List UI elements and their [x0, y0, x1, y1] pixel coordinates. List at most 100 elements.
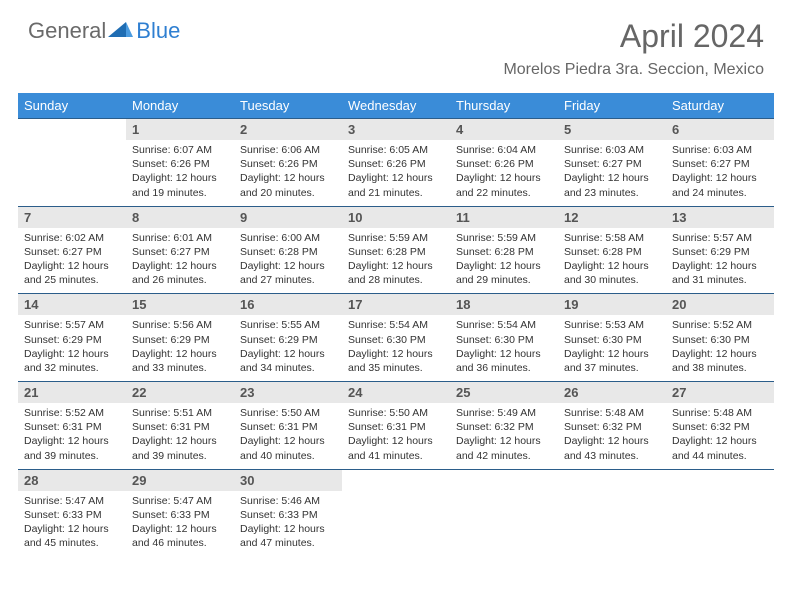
calendar-cell: 11Sunrise: 5:59 AMSunset: 6:28 PMDayligh…: [450, 206, 558, 294]
day-number: [18, 119, 126, 140]
day-body: Sunrise: 5:48 AMSunset: 6:32 PMDaylight:…: [666, 403, 774, 469]
calendar-row: 28Sunrise: 5:47 AMSunset: 6:33 PMDayligh…: [18, 469, 774, 556]
calendar-cell: 25Sunrise: 5:49 AMSunset: 6:32 PMDayligh…: [450, 382, 558, 470]
weekday-header: Monday: [126, 93, 234, 119]
day-number: 22: [126, 382, 234, 403]
day-number: 28: [18, 470, 126, 491]
day-body: Sunrise: 5:59 AMSunset: 6:28 PMDaylight:…: [342, 228, 450, 294]
day-body: Sunrise: 6:06 AMSunset: 6:26 PMDaylight:…: [234, 140, 342, 206]
day-number: 4: [450, 119, 558, 140]
calendar-cell: 3Sunrise: 6:05 AMSunset: 6:26 PMDaylight…: [342, 119, 450, 207]
day-number: [450, 470, 558, 491]
calendar-row: 1Sunrise: 6:07 AMSunset: 6:26 PMDaylight…: [18, 119, 774, 207]
day-body: Sunrise: 6:03 AMSunset: 6:27 PMDaylight:…: [666, 140, 774, 206]
calendar-cell: 18Sunrise: 5:54 AMSunset: 6:30 PMDayligh…: [450, 294, 558, 382]
calendar-row: 7Sunrise: 6:02 AMSunset: 6:27 PMDaylight…: [18, 206, 774, 294]
day-number: 6: [666, 119, 774, 140]
calendar-cell: 21Sunrise: 5:52 AMSunset: 6:31 PMDayligh…: [18, 382, 126, 470]
logo: General Blue: [28, 18, 180, 44]
weekday-header: Thursday: [450, 93, 558, 119]
day-number: 10: [342, 207, 450, 228]
day-number: 30: [234, 470, 342, 491]
day-body: Sunrise: 6:04 AMSunset: 6:26 PMDaylight:…: [450, 140, 558, 206]
calendar-cell: 23Sunrise: 5:50 AMSunset: 6:31 PMDayligh…: [234, 382, 342, 470]
logo-text-blue: Blue: [136, 18, 180, 44]
header: General Blue April 2024 Morelos Piedra 3…: [0, 0, 792, 83]
day-body: Sunrise: 5:49 AMSunset: 6:32 PMDaylight:…: [450, 403, 558, 469]
calendar-cell: 30Sunrise: 5:46 AMSunset: 6:33 PMDayligh…: [234, 469, 342, 556]
day-body: Sunrise: 5:52 AMSunset: 6:30 PMDaylight:…: [666, 315, 774, 381]
day-number: 29: [126, 470, 234, 491]
day-number: [666, 470, 774, 491]
triangle-icon: [108, 19, 134, 44]
calendar-cell: 27Sunrise: 5:48 AMSunset: 6:32 PMDayligh…: [666, 382, 774, 470]
calendar-cell: 16Sunrise: 5:55 AMSunset: 6:29 PMDayligh…: [234, 294, 342, 382]
calendar-cell: [18, 119, 126, 207]
day-number: 1: [126, 119, 234, 140]
day-number: 17: [342, 294, 450, 315]
logo-text-general: General: [28, 18, 106, 44]
weekday-header: Sunday: [18, 93, 126, 119]
calendar-row: 21Sunrise: 5:52 AMSunset: 6:31 PMDayligh…: [18, 382, 774, 470]
calendar-cell: 15Sunrise: 5:56 AMSunset: 6:29 PMDayligh…: [126, 294, 234, 382]
calendar-cell: 10Sunrise: 5:59 AMSunset: 6:28 PMDayligh…: [342, 206, 450, 294]
day-body: Sunrise: 5:58 AMSunset: 6:28 PMDaylight:…: [558, 228, 666, 294]
day-body: Sunrise: 5:50 AMSunset: 6:31 PMDaylight:…: [342, 403, 450, 469]
day-number: 21: [18, 382, 126, 403]
weekday-header: Tuesday: [234, 93, 342, 119]
day-number: 3: [342, 119, 450, 140]
calendar-cell: 6Sunrise: 6:03 AMSunset: 6:27 PMDaylight…: [666, 119, 774, 207]
location: Morelos Piedra 3ra. Seccion, Mexico: [503, 61, 764, 79]
calendar-cell: 28Sunrise: 5:47 AMSunset: 6:33 PMDayligh…: [18, 469, 126, 556]
calendar-cell: 26Sunrise: 5:48 AMSunset: 6:32 PMDayligh…: [558, 382, 666, 470]
day-body: Sunrise: 5:55 AMSunset: 6:29 PMDaylight:…: [234, 315, 342, 381]
day-body: Sunrise: 5:57 AMSunset: 6:29 PMDaylight:…: [18, 315, 126, 381]
day-number: 11: [450, 207, 558, 228]
day-body: Sunrise: 5:47 AMSunset: 6:33 PMDaylight:…: [126, 491, 234, 557]
month-title: April 2024: [503, 18, 764, 55]
day-number: 24: [342, 382, 450, 403]
day-body: Sunrise: 6:07 AMSunset: 6:26 PMDaylight:…: [126, 140, 234, 206]
day-body: Sunrise: 5:46 AMSunset: 6:33 PMDaylight:…: [234, 491, 342, 557]
weekday-header: Friday: [558, 93, 666, 119]
calendar-cell: 22Sunrise: 5:51 AMSunset: 6:31 PMDayligh…: [126, 382, 234, 470]
day-body: Sunrise: 5:47 AMSunset: 6:33 PMDaylight:…: [18, 491, 126, 557]
weekday-header: Wednesday: [342, 93, 450, 119]
calendar-cell: [450, 469, 558, 556]
calendar-header-row: SundayMondayTuesdayWednesdayThursdayFrid…: [18, 93, 774, 119]
day-number: 23: [234, 382, 342, 403]
day-body: Sunrise: 5:54 AMSunset: 6:30 PMDaylight:…: [450, 315, 558, 381]
day-body: Sunrise: 6:05 AMSunset: 6:26 PMDaylight:…: [342, 140, 450, 206]
day-number: 14: [18, 294, 126, 315]
day-number: 8: [126, 207, 234, 228]
calendar-row: 14Sunrise: 5:57 AMSunset: 6:29 PMDayligh…: [18, 294, 774, 382]
calendar-cell: 8Sunrise: 6:01 AMSunset: 6:27 PMDaylight…: [126, 206, 234, 294]
title-block: April 2024 Morelos Piedra 3ra. Seccion, …: [503, 18, 764, 79]
day-number: 19: [558, 294, 666, 315]
day-number: 16: [234, 294, 342, 315]
calendar-cell: 19Sunrise: 5:53 AMSunset: 6:30 PMDayligh…: [558, 294, 666, 382]
calendar-cell: 1Sunrise: 6:07 AMSunset: 6:26 PMDaylight…: [126, 119, 234, 207]
day-body: Sunrise: 5:50 AMSunset: 6:31 PMDaylight:…: [234, 403, 342, 469]
calendar-body: 1Sunrise: 6:07 AMSunset: 6:26 PMDaylight…: [18, 119, 774, 557]
calendar-cell: 5Sunrise: 6:03 AMSunset: 6:27 PMDaylight…: [558, 119, 666, 207]
calendar-table: SundayMondayTuesdayWednesdayThursdayFrid…: [18, 93, 774, 556]
calendar-cell: 17Sunrise: 5:54 AMSunset: 6:30 PMDayligh…: [342, 294, 450, 382]
day-body: Sunrise: 5:54 AMSunset: 6:30 PMDaylight:…: [342, 315, 450, 381]
calendar-cell: 9Sunrise: 6:00 AMSunset: 6:28 PMDaylight…: [234, 206, 342, 294]
weekday-header: Saturday: [666, 93, 774, 119]
calendar-cell: 12Sunrise: 5:58 AMSunset: 6:28 PMDayligh…: [558, 206, 666, 294]
day-body: Sunrise: 5:56 AMSunset: 6:29 PMDaylight:…: [126, 315, 234, 381]
day-number: 20: [666, 294, 774, 315]
day-body: Sunrise: 5:52 AMSunset: 6:31 PMDaylight:…: [18, 403, 126, 469]
calendar-cell: 13Sunrise: 5:57 AMSunset: 6:29 PMDayligh…: [666, 206, 774, 294]
day-number: 18: [450, 294, 558, 315]
calendar-cell: 7Sunrise: 6:02 AMSunset: 6:27 PMDaylight…: [18, 206, 126, 294]
day-body: Sunrise: 6:02 AMSunset: 6:27 PMDaylight:…: [18, 228, 126, 294]
calendar-cell: 14Sunrise: 5:57 AMSunset: 6:29 PMDayligh…: [18, 294, 126, 382]
calendar-cell: [666, 469, 774, 556]
day-number: 9: [234, 207, 342, 228]
day-number: [342, 470, 450, 491]
day-number: 2: [234, 119, 342, 140]
calendar-cell: 24Sunrise: 5:50 AMSunset: 6:31 PMDayligh…: [342, 382, 450, 470]
